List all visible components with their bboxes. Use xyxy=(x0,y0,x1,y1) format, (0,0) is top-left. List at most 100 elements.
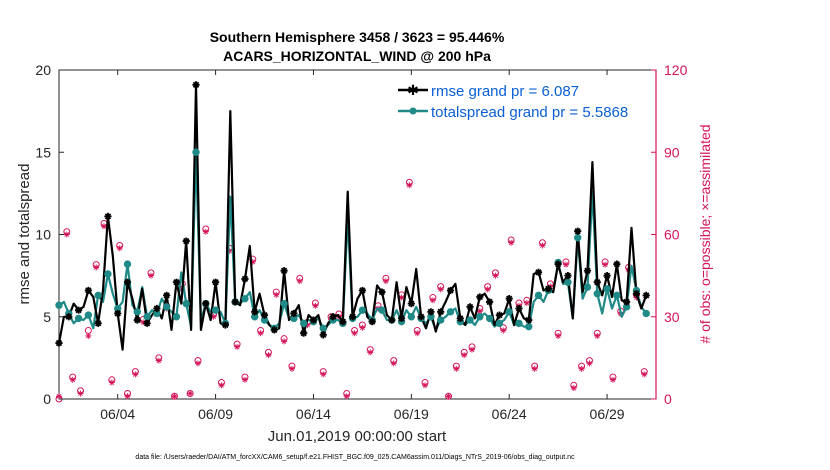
totalspread-point xyxy=(192,148,200,156)
rmse-point xyxy=(349,313,357,321)
chart-title-line2: ACARS_HORIZONTAL_WIND @ 200 hPa xyxy=(223,48,491,64)
rmse-point xyxy=(182,237,190,245)
obs-assimilated-marker xyxy=(101,223,108,230)
obs-assimilated-marker xyxy=(445,393,452,400)
totalspread-point xyxy=(299,319,308,328)
totalspread-point xyxy=(319,324,327,332)
x-tick-label: 06/24 xyxy=(492,406,527,422)
totalspread-point xyxy=(495,319,504,328)
rmse-point xyxy=(94,319,102,327)
rmse-point xyxy=(55,339,63,347)
rmse-point xyxy=(446,286,455,295)
rmse-point xyxy=(388,316,396,324)
plot-area xyxy=(58,69,657,400)
x-tick-label: 06/29 xyxy=(590,406,625,422)
rmse-point xyxy=(231,298,239,306)
obs-assimilated-marker xyxy=(602,261,609,268)
totalspread-point xyxy=(476,313,484,321)
obs-assimilated-marker xyxy=(132,371,139,378)
rmse-point xyxy=(437,308,445,316)
rmse-point xyxy=(74,306,83,314)
y-tick-label: 10 xyxy=(35,227,51,243)
rmse-point xyxy=(525,316,533,324)
rmse-point xyxy=(515,304,523,313)
totalspread-point xyxy=(172,313,181,321)
obs-assimilated-marker xyxy=(523,300,530,307)
obs-assimilated-marker xyxy=(367,349,374,356)
rmse-point xyxy=(143,319,151,327)
data-file-footnote: data file: /Users/raeder/DAI/ATM_forcXX/… xyxy=(135,454,575,461)
totalspread-point xyxy=(358,306,367,314)
obs-assimilated-marker xyxy=(265,352,272,359)
rmse-point xyxy=(593,278,601,286)
rmse-point xyxy=(456,314,464,322)
rmse-point xyxy=(358,286,366,295)
obs-assimilated-marker xyxy=(234,343,241,350)
obs-assimilated-marker xyxy=(539,242,546,249)
obs-assimilated-marker xyxy=(453,365,460,372)
obs-assimilated-marker xyxy=(155,357,162,364)
obs-assimilated-marker xyxy=(281,338,288,345)
rmse-point xyxy=(300,329,308,337)
rmse-point xyxy=(623,298,631,306)
rmse-point xyxy=(133,316,141,324)
rmse-point xyxy=(603,272,611,280)
obs-assimilated-marker xyxy=(359,324,366,331)
y2-axis-label: # of obs: o=possible; ×=assimilated xyxy=(697,124,713,343)
obs-assimilated-marker xyxy=(93,264,100,271)
totalspread-point xyxy=(143,313,151,321)
totalspread-point xyxy=(505,308,513,316)
obs-assimilated-marker xyxy=(609,376,616,383)
obs-assimilated-marker xyxy=(351,330,358,337)
totalspread-point xyxy=(564,278,572,286)
rmse-point xyxy=(241,275,249,283)
legend-spread-label: totalspread grand pr = 5.5868 xyxy=(431,104,628,121)
obs-assimilated-marker xyxy=(562,261,569,268)
obs-assimilated-marker xyxy=(531,365,538,372)
obs-assimilated-marker xyxy=(586,360,593,367)
rmse-point xyxy=(202,299,210,308)
obs-assimilated-marker xyxy=(343,393,350,400)
legend-spread-marker xyxy=(409,107,417,115)
rmse-point xyxy=(564,272,572,280)
obs-assimilated-marker xyxy=(469,346,476,353)
obs-assimilated-marker xyxy=(476,308,483,315)
rmse-point xyxy=(642,291,650,299)
rmse-point xyxy=(368,318,376,326)
rmse-point xyxy=(339,318,347,326)
y-tick-label: 15 xyxy=(35,144,51,160)
legend-rmse-label: rmse grand pr = 6.087 xyxy=(431,83,579,100)
rmse-point xyxy=(221,321,229,329)
totalspread-point xyxy=(574,234,582,242)
obs-assimilated-marker xyxy=(116,245,123,252)
rmse-point xyxy=(290,309,298,318)
totalspread-point xyxy=(104,270,112,278)
obs-assimilated-marker xyxy=(414,330,421,337)
obs-assimilated-marker xyxy=(124,393,131,400)
rmse-point xyxy=(251,308,259,316)
totalspread-point xyxy=(436,316,445,324)
totalspread-point xyxy=(593,290,601,298)
totalspread-point xyxy=(280,299,288,308)
obs-assimilated-marker xyxy=(508,239,515,246)
rmse-point xyxy=(280,267,288,275)
rmse-point xyxy=(466,303,474,311)
legend-rmse-marker: ✱ xyxy=(407,83,419,99)
rmse-point xyxy=(495,311,504,319)
chart-title-line1: Southern Hemisphere 3458 / 3623 = 95.446… xyxy=(210,29,505,45)
obs-assimilated-marker xyxy=(633,294,640,301)
obs-assimilated-marker xyxy=(500,327,507,334)
obs-assimilated-marker xyxy=(218,382,225,389)
rmse-point xyxy=(397,314,406,322)
rmse-point xyxy=(544,285,552,293)
totalspread-point xyxy=(525,322,533,331)
totalspread-point xyxy=(378,306,386,314)
x-tick-label: 06/14 xyxy=(296,406,331,422)
obs-assimilated-marker xyxy=(461,352,468,359)
obs-assimilated-marker xyxy=(570,385,577,392)
obs-assimilated-marker xyxy=(85,332,92,339)
rmse-point xyxy=(163,291,171,299)
totalspread-point xyxy=(94,291,102,300)
rmse-point xyxy=(153,304,161,313)
